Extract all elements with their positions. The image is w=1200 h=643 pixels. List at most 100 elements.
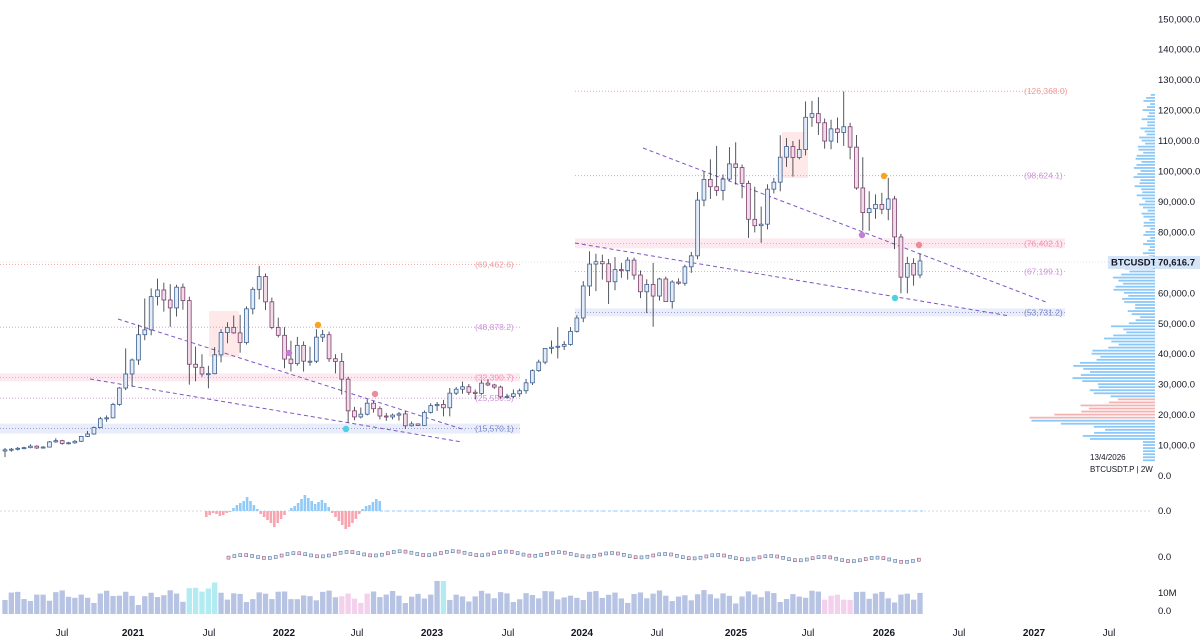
candle[interactable] xyxy=(593,253,599,292)
candle[interactable] xyxy=(186,296,192,385)
candle[interactable] xyxy=(21,446,27,450)
candles-layer[interactable] xyxy=(2,91,923,458)
candle[interactable] xyxy=(612,257,618,291)
candle[interactable] xyxy=(415,423,421,427)
x-axis[interactable]: Jul 2021 Jul 2022 Jul 2023 Jul 2024 Jul 2025 Jul 20… xyxy=(56,628,1116,639)
candle[interactable] xyxy=(104,415,109,422)
candle[interactable] xyxy=(307,346,313,366)
candle[interactable] xyxy=(625,257,631,280)
candle[interactable] xyxy=(720,174,726,201)
candle[interactable] xyxy=(269,297,275,330)
candle[interactable] xyxy=(339,352,345,395)
candle[interactable] xyxy=(606,258,611,304)
candle[interactable] xyxy=(275,317,281,338)
candle[interactable] xyxy=(15,447,21,451)
candle[interactable] xyxy=(631,257,637,280)
candle[interactable] xyxy=(816,97,821,135)
candle[interactable] xyxy=(155,278,160,306)
candle[interactable] xyxy=(638,270,643,299)
candle[interactable] xyxy=(91,426,97,435)
candle[interactable] xyxy=(358,407,364,419)
candle[interactable] xyxy=(167,284,173,327)
candle[interactable] xyxy=(237,314,243,353)
candle[interactable] xyxy=(568,327,573,346)
candle[interactable] xyxy=(479,380,484,395)
candle[interactable] xyxy=(587,251,592,297)
candle[interactable] xyxy=(746,180,751,238)
candle[interactable] xyxy=(40,446,46,449)
candle[interactable] xyxy=(218,329,224,363)
candle[interactable] xyxy=(828,119,834,150)
candle[interactable] xyxy=(212,347,217,375)
candle[interactable] xyxy=(873,194,878,219)
candle[interactable] xyxy=(809,100,815,127)
candle[interactable] xyxy=(301,341,306,372)
candle[interactable] xyxy=(148,288,154,336)
candle[interactable] xyxy=(59,439,65,445)
candle[interactable] xyxy=(701,171,707,207)
candle[interactable] xyxy=(409,421,414,427)
candle[interactable] xyxy=(765,184,770,230)
candle[interactable] xyxy=(847,122,853,160)
candle[interactable] xyxy=(752,186,758,233)
candle[interactable] xyxy=(422,410,427,426)
candle[interactable] xyxy=(898,233,904,294)
candle[interactable] xyxy=(580,281,586,323)
candle[interactable] xyxy=(835,117,840,143)
candle[interactable] xyxy=(714,145,719,196)
candle[interactable] xyxy=(904,256,910,294)
candle[interactable] xyxy=(193,346,198,382)
candle[interactable] xyxy=(663,276,669,302)
candle[interactable] xyxy=(491,383,497,389)
candle[interactable] xyxy=(498,385,503,399)
candle[interactable] xyxy=(383,412,389,421)
candle[interactable] xyxy=(403,410,408,429)
candle[interactable] xyxy=(314,329,319,364)
candle[interactable] xyxy=(206,365,211,389)
candle[interactable] xyxy=(345,376,351,423)
candle[interactable] xyxy=(472,389,478,400)
candle[interactable] xyxy=(599,254,605,280)
candle[interactable] xyxy=(917,253,923,279)
candle[interactable] xyxy=(574,315,580,333)
candle[interactable] xyxy=(326,331,332,362)
candle[interactable] xyxy=(263,273,268,311)
candle[interactable] xyxy=(739,164,745,199)
candle[interactable] xyxy=(428,403,434,414)
candle[interactable] xyxy=(434,402,440,411)
candle[interactable] xyxy=(866,191,872,231)
candle[interactable] xyxy=(244,306,249,345)
candle[interactable] xyxy=(142,298,148,341)
candle[interactable] xyxy=(771,177,777,194)
candle[interactable] xyxy=(250,287,256,315)
candle[interactable] xyxy=(78,435,84,442)
y-axis[interactable]: 150,000.0 140,000.0 130,000.0 120,000.0 110,… xyxy=(1158,14,1200,482)
candle[interactable] xyxy=(161,282,167,312)
candle[interactable] xyxy=(288,340,294,372)
candle[interactable] xyxy=(98,416,103,429)
candle[interactable] xyxy=(695,191,700,260)
candle[interactable] xyxy=(136,324,141,365)
candle[interactable] xyxy=(682,264,688,286)
candle[interactable] xyxy=(708,159,713,199)
candle[interactable] xyxy=(377,406,383,420)
candle[interactable] xyxy=(110,402,116,419)
candle[interactable] xyxy=(123,348,129,391)
candle[interactable] xyxy=(676,278,681,285)
candle[interactable] xyxy=(650,262,656,327)
candle[interactable] xyxy=(822,118,827,149)
candle[interactable] xyxy=(504,393,510,399)
candle[interactable] xyxy=(66,441,71,445)
candle[interactable] xyxy=(180,283,186,310)
candle[interactable] xyxy=(549,340,554,354)
candle[interactable] xyxy=(777,135,783,192)
candle[interactable] xyxy=(733,142,739,185)
candle[interactable] xyxy=(460,381,465,394)
candle[interactable] xyxy=(174,284,179,317)
candle[interactable] xyxy=(294,336,300,366)
candle[interactable] xyxy=(466,384,472,396)
candle[interactable] xyxy=(619,262,624,278)
candle[interactable] xyxy=(441,399,446,417)
candle[interactable] xyxy=(727,147,732,181)
